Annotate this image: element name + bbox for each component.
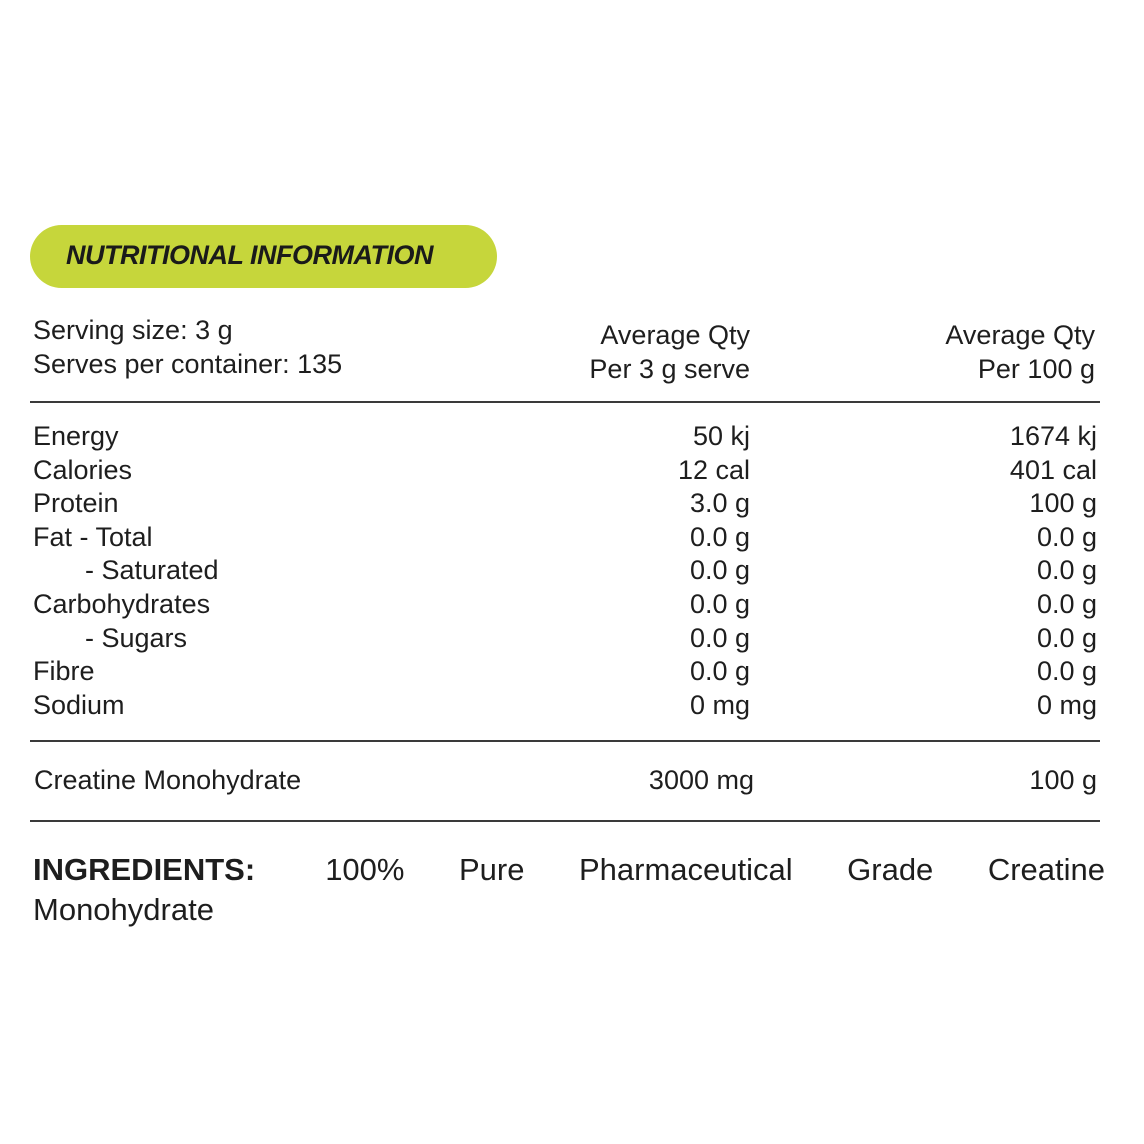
ingredients-label: INGREDIENTS: <box>33 852 256 887</box>
per-100g-value: 0 mg <box>1036 689 1097 720</box>
per-100g-value: 0.0 g <box>1036 589 1097 619</box>
per-100g-value: 0.0 g <box>1036 656 1097 687</box>
nutrient-name: Fibre <box>33 656 95 687</box>
nutrient-name: Energy <box>33 421 119 451</box>
serving-size: Serving size: 3 g <box>33 315 233 345</box>
active-per-100g: 100 g <box>1029 765 1097 795</box>
per-100g-value: 0.0 g <box>1036 622 1097 653</box>
divider <box>30 740 1100 742</box>
ingredients-text: Monohydrate <box>33 892 214 927</box>
active-per-serve: 3000 mg <box>648 765 754 795</box>
column-header: Per 3 g serve <box>589 354 750 384</box>
badge <box>30 225 497 288</box>
badge-text: NUTRITIONAL INFORMATION <box>66 240 433 270</box>
divider <box>30 401 1100 403</box>
per-serve-value: 50 kj <box>692 421 750 451</box>
divider <box>30 820 1100 822</box>
nutrient-name: Fat - Total <box>33 521 153 552</box>
per-serve-value: 0.0 g <box>689 622 750 653</box>
per-serve-value: 0.0 g <box>689 555 750 586</box>
per-100g-value: 1674 kj <box>1009 421 1097 451</box>
per-serve-value: 3.0 g <box>689 488 750 519</box>
nutrient-name: - Sugars <box>85 622 188 653</box>
column-header: Average Qty <box>945 320 1095 350</box>
per-100g-value: 0.0 g <box>1036 521 1097 552</box>
per-serve-value: 12 cal <box>677 454 750 485</box>
active-name: Creatine Monohydrate <box>34 765 302 795</box>
per-100g-value: 401 cal <box>1009 454 1097 485</box>
nutrient-name: - Saturated <box>85 555 219 586</box>
nutrient-name: Calories <box>33 454 133 485</box>
nutrient-name: Sodium <box>33 689 125 720</box>
per-100g-value: 100 g <box>1029 488 1097 519</box>
per-serve-value: 0.0 g <box>689 656 750 687</box>
ingredients: INGREDIENTS: 100% Pure Pharmaceutical Gra… <box>33 850 1105 890</box>
column-header: Average Qty <box>600 320 750 350</box>
ingredients-text: 100% Pure Pharmaceutical Grade Creatine <box>325 852 1105 887</box>
nutrient-name: Protein <box>33 488 119 519</box>
serves-per-container: Serves per container: 135 <box>33 349 343 379</box>
per-serve-value: 0 mg <box>689 689 750 720</box>
per-serve-value: 0.0 g <box>689 521 750 552</box>
column-header: Per 100 g <box>977 354 1095 384</box>
per-serve-value: 0.0 g <box>689 589 750 619</box>
nutrient-name: Carbohydrates <box>33 589 211 619</box>
per-100g-value: 0.0 g <box>1036 555 1097 586</box>
